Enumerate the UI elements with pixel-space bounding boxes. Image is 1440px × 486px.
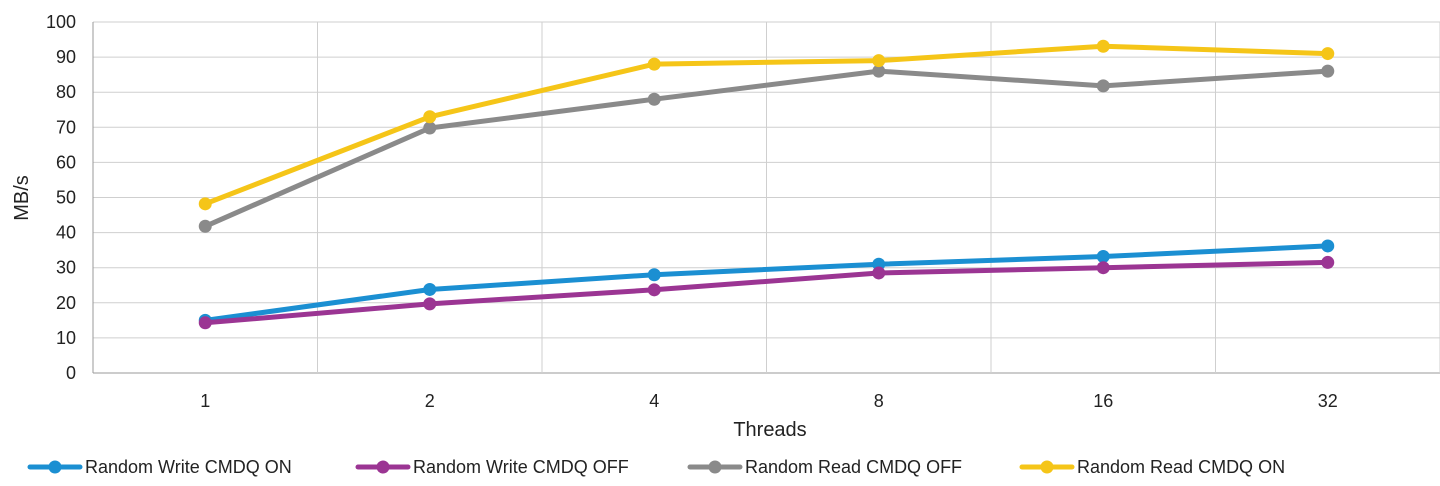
y-tick-label: 20 [56, 293, 76, 313]
series-random-write-cmdq-off [198, 255, 1335, 330]
x-axis-ticks: 1 2 4 8 16 32 [200, 391, 1338, 411]
y-tick-label: 100 [46, 12, 76, 32]
data-point [1096, 79, 1110, 93]
series-random-read-cmdq-off [198, 64, 1335, 233]
y-tick-label: 10 [56, 328, 76, 348]
series-line [202, 68, 1331, 229]
legend-swatch-marker [708, 460, 722, 474]
legend: Random Write CMDQ ON Random Write CMDQ OF… [27, 457, 1285, 477]
data-point [423, 121, 437, 135]
legend-label: Random Write CMDQ OFF [413, 457, 629, 477]
series-line [202, 259, 1331, 326]
data-point [1321, 255, 1335, 269]
series-random-read-cmdq-on [198, 39, 1335, 211]
data-point [647, 57, 661, 71]
data-point [1321, 239, 1335, 253]
data-point [1321, 47, 1335, 61]
y-axis-ticks: 0 10 20 30 40 50 60 70 80 90 100 [46, 12, 76, 383]
data-point [1096, 261, 1110, 275]
legend-item: Random Write CMDQ ON [27, 457, 292, 477]
y-tick-label: 50 [56, 188, 76, 208]
data-point [1096, 39, 1110, 53]
x-tick-label: 2 [425, 391, 435, 411]
series-line [202, 43, 1331, 207]
legend-item: Random Read CMDQ OFF [687, 457, 962, 477]
legend-swatch-marker [1040, 460, 1054, 474]
x-tick-label: 4 [649, 391, 659, 411]
y-tick-label: 30 [56, 258, 76, 278]
x-tick-label: 8 [874, 391, 884, 411]
data-point [198, 219, 212, 233]
data-point [198, 316, 212, 330]
data-point [872, 266, 886, 280]
series-line [202, 243, 1331, 323]
y-tick-label: 80 [56, 82, 76, 102]
data-point [423, 282, 437, 296]
x-axis-title: Threads [733, 419, 806, 441]
series-layer [198, 39, 1335, 330]
data-point [647, 92, 661, 106]
legend-swatch-marker [48, 460, 62, 474]
legend-item: Random Write CMDQ OFF [355, 457, 629, 477]
data-point [647, 283, 661, 297]
data-point [1321, 64, 1335, 78]
data-point [423, 297, 437, 311]
y-tick-label: 60 [56, 152, 76, 172]
data-point [423, 110, 437, 124]
legend-label: Random Write CMDQ ON [85, 457, 292, 477]
legend-swatch-marker [376, 460, 390, 474]
x-tick-label: 1 [200, 391, 210, 411]
legend-label: Random Read CMDQ ON [1077, 457, 1285, 477]
data-point [872, 54, 886, 68]
x-tick-label: 16 [1093, 391, 1113, 411]
data-point [1096, 249, 1110, 263]
legend-item: Random Read CMDQ ON [1019, 457, 1285, 477]
data-point [647, 268, 661, 282]
y-tick-label: 70 [56, 117, 76, 137]
y-tick-label: 40 [56, 223, 76, 243]
data-point [872, 64, 886, 78]
y-tick-label: 90 [56, 47, 76, 67]
legend-label: Random Read CMDQ OFF [745, 457, 962, 477]
x-tick-label: 32 [1318, 391, 1338, 411]
y-tick-label: 0 [66, 363, 76, 383]
data-point [198, 197, 212, 211]
y-axis-title: MB/s [11, 175, 33, 221]
